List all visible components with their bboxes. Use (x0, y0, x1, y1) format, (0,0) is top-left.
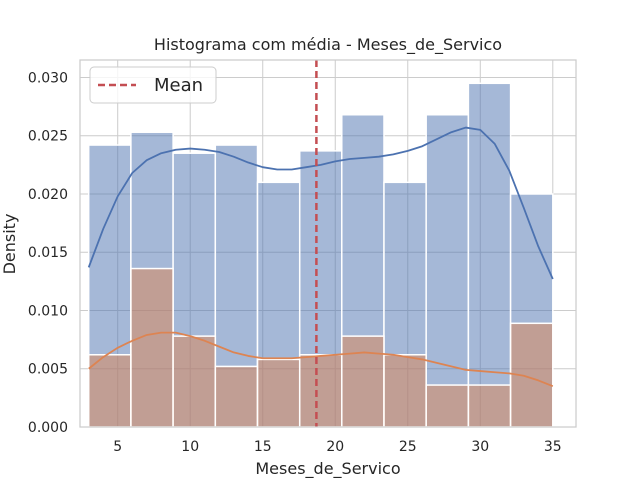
histogram-bar (130, 267, 174, 428)
kde-curve (87, 126, 554, 280)
histogram-bar (256, 358, 301, 428)
y-tick-label: 0.000 (28, 420, 68, 436)
kde-curve (88, 331, 554, 388)
histogram-bar (298, 354, 343, 428)
histogram-bar (383, 354, 427, 428)
y-tick-label: 0.015 (28, 245, 68, 261)
chart-title: Histograma com média - Meses_de_Servico (154, 35, 502, 55)
y-tick-label: 0.025 (28, 129, 68, 145)
x-tick-label: 10 (181, 439, 199, 455)
histogram-bar (467, 82, 512, 428)
x-tick-label: 35 (544, 439, 562, 455)
x-tick-label: 15 (254, 439, 272, 455)
legend: Mean (89, 66, 217, 104)
histogram-bar (425, 114, 470, 428)
y-tick-label: 0.020 (28, 187, 68, 203)
histogram-bar (467, 384, 512, 428)
x-tick-label: 30 (471, 439, 489, 455)
histogram-bars (87, 82, 554, 428)
x-axis-label: Meses_de_Servico (255, 459, 400, 479)
histogram-bar (172, 335, 217, 428)
histogram-bar (214, 365, 259, 428)
x-tick-label: 25 (399, 439, 417, 455)
x-tick-label: 5 (113, 439, 122, 455)
axes-frame (79, 59, 577, 428)
histogram-bar (425, 384, 470, 428)
x-tick-labels: 5 10 15 20 25 30 35 (113, 439, 561, 455)
x-tick-label: 20 (326, 439, 344, 455)
y-tick-label: 0.030 (28, 70, 68, 86)
kde-curves (87, 126, 554, 388)
histogram-bar (341, 335, 385, 428)
legend-box (89, 66, 217, 104)
y-tick-label: 0.005 (28, 362, 68, 378)
legend-mean-label: Mean (154, 75, 203, 96)
y-axis-label: Density (0, 214, 19, 275)
y-tick-labels: 0.000 0.005 0.010 0.015 0.020 0.025 0.030 (28, 70, 68, 436)
y-tick-label: 0.010 (28, 303, 68, 319)
histogram-bar (87, 354, 132, 428)
